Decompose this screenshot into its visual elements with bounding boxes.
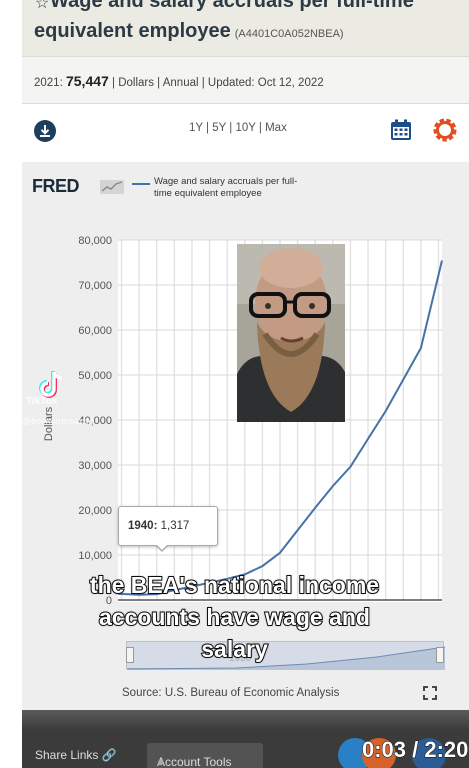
legend-swatch [132, 183, 150, 185]
series-line [117, 260, 443, 596]
page-title-line-2: equivalent employee (A4401C0A052NBEA) [34, 20, 344, 43]
tiktok-wordmark: TikTok [26, 396, 58, 407]
account-tools-text: Account Tools [157, 755, 232, 768]
data-tooltip: 1940: 1,317 [118, 506, 218, 546]
y-tick-label: 60,000 [78, 325, 112, 337]
user-icon: ● [157, 755, 165, 768]
facebook-share-icon[interactable] [412, 738, 446, 768]
tiktok-handle: @economicsauce [22, 416, 94, 426]
y-tick-label: 0 [106, 595, 112, 607]
title-line-1: Wage and salary accruals per full-time [50, 0, 414, 12]
account-tools-button[interactable]: Account Tools ● [147, 743, 263, 768]
presenter-avatar [237, 244, 345, 422]
chart-toolbar: 1Y | 5Y | 10Y | Max [22, 104, 469, 162]
bottom-bar: Share Links 🔗 Account Tools ● 0:03 / 2:2… [22, 710, 469, 768]
y-tick-label: 10,000 [78, 550, 112, 562]
caption-line-2: accounts have wage and [98, 603, 371, 631]
share-links-label: Share Links [35, 748, 99, 762]
chart-source: Source: U.S. Bureau of Economic Analysis [122, 687, 340, 699]
navigator-handle-right[interactable] [436, 647, 444, 663]
share-links-link[interactable]: Share Links 🔗 [35, 748, 117, 762]
y-tick-label: 30,000 [78, 460, 112, 472]
navigator-label: 1950 [229, 653, 252, 664]
series-meta-row: 2021: 75,447 | Dollars | Annual | Update… [22, 56, 469, 104]
latest-value: 75,447 [65, 73, 109, 89]
fullscreen-icon[interactable] [423, 686, 437, 700]
series-id: (A4401C0A052NBEA) [234, 28, 344, 40]
title-band: ☆ Wage and salary accruals per full-time… [22, 0, 469, 56]
fred-chart-glyph-icon [100, 180, 124, 194]
date-range-links[interactable]: 1Y | 5Y | 10Y | Max [189, 122, 287, 134]
navigator-handle-left[interactable] [126, 647, 134, 663]
video-timestamp: 0:03 / 2:20 [361, 737, 469, 763]
y-tick-label: 40,000 [78, 415, 112, 427]
bookmark-icon[interactable]: ☆ [35, 0, 50, 12]
title-line-2: equivalent employee [34, 20, 231, 42]
caption-line-1: the BEA's national income [89, 571, 380, 599]
tiktok-logo-icon [39, 371, 63, 398]
meta-details: | Dollars | Annual | Updated: Oct 12, 20… [112, 77, 324, 89]
series-meta: 2021: 75,447 | Dollars | Annual | Update… [34, 73, 324, 89]
y-axis-label: Dollars [43, 406, 55, 441]
tooltip-text: 1940: 1,317 [128, 520, 189, 532]
caption-line-3: salary [200, 635, 269, 663]
tooltip-arrow-inner [156, 544, 168, 550]
navigator-series [126, 646, 446, 670]
left-margin [0, 0, 22, 768]
tooltip-value: 1,317 [160, 520, 190, 532]
download-icon[interactable] [34, 120, 56, 142]
y-tick-label: 50,000 [78, 370, 112, 382]
tooltip-year: 1940: [128, 520, 158, 532]
y-tick-label: 70,000 [78, 280, 112, 292]
y-tick-label: 20,000 [78, 505, 112, 517]
page-title: Wage and salary accruals per full-time [34, 0, 414, 13]
latest-year-label: 2021: [34, 77, 63, 89]
calendar-icon[interactable] [390, 119, 412, 141]
link-icon: 🔗 [101, 748, 117, 762]
fred-logo: FRED [32, 176, 80, 196]
legend-entry[interactable]: Wage and salary accruals per full-time e… [154, 176, 298, 199]
y-tick-label: 80,000 [78, 235, 112, 247]
gear-icon[interactable] [432, 117, 458, 143]
range-navigator[interactable]: 1950 [126, 641, 446, 670]
reddit-share-icon[interactable] [362, 738, 396, 768]
